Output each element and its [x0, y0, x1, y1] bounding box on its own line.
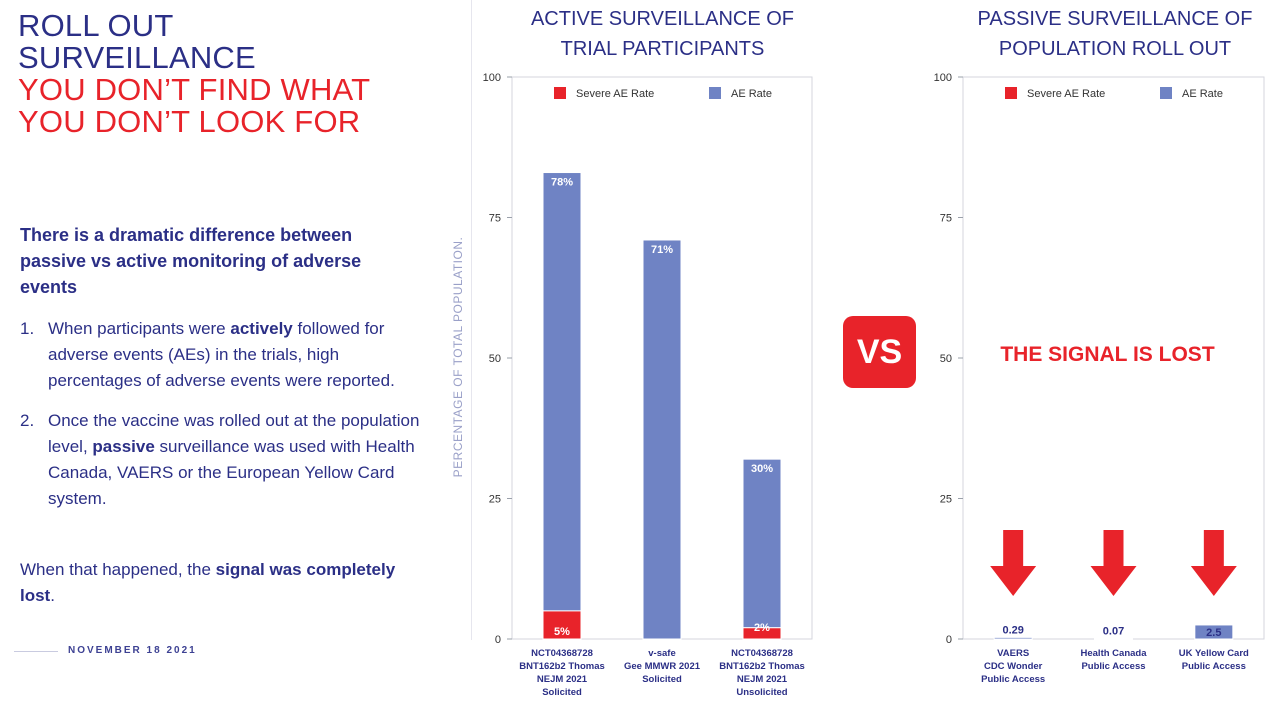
active-category-label: Solicited	[542, 687, 582, 698]
point-2: 2. Once the vaccine was rolled out at th…	[20, 408, 420, 512]
active-y-tick-label: 25	[489, 494, 501, 506]
active-bar-ae-rate	[742, 458, 782, 629]
passive-data-label-ae: 0.07	[1103, 626, 1124, 638]
passive-legend-swatch	[1005, 87, 1017, 99]
active-category-label: NCT04368728	[531, 648, 593, 659]
footer-date: NOVEMBER 18 2021	[68, 645, 197, 656]
active-category-label: BNT162b2 Thomas	[719, 661, 805, 672]
passive-y-tick-label: 25	[940, 494, 952, 506]
passive-legend-label: Severe AE Rate	[1027, 88, 1105, 100]
closing-text-b: .	[50, 586, 55, 605]
passive-bar-ae-rate	[993, 636, 1033, 640]
active-bar-severe-ae-rate	[542, 610, 582, 640]
passive-y-tick-label: 50	[940, 353, 952, 365]
slide-title: ROLL OUT SURVEILLANCE YOU DON’T FIND WHA…	[18, 10, 370, 138]
active-bar-ae-rate	[542, 172, 582, 612]
point-1-text-b: followed for adverse events (AEs) in the…	[48, 319, 395, 390]
passive-data-label-ae: 0.29	[1002, 624, 1023, 636]
active-bar-ae-rate	[642, 239, 682, 640]
point-2-text-b: surveillance was used with Health Canada…	[48, 437, 415, 508]
active-category-label: Gee MMWR 2021	[624, 661, 701, 672]
point-1: 1. When participants were actively follo…	[20, 316, 420, 394]
active-legend-label: AE Rate	[731, 88, 772, 100]
active-legend-swatch	[709, 87, 721, 99]
active-bar-severe-ae-rate	[742, 627, 782, 640]
passive-legend-label: AE Rate	[1182, 88, 1223, 100]
passive-data-label-ae: 2.5	[1206, 627, 1221, 639]
point-1-bold: actively	[230, 319, 293, 338]
closing-statement: When that happened, the signal was compl…	[20, 557, 420, 609]
active-y-tick-label: 100	[483, 72, 501, 84]
title-line-1: ROLL OUT	[18, 8, 174, 43]
point-2-number: 2.	[20, 411, 35, 430]
passive-y-tick-label: 75	[940, 213, 952, 225]
vs-badge: VS	[843, 316, 916, 388]
passive-category-label: Public Access	[981, 674, 1045, 685]
passive-category-label: CDC Wonder	[984, 661, 1043, 672]
active-category-label: NCT04368728	[731, 648, 793, 659]
passive-category-label: UK Yellow Card	[1179, 648, 1249, 659]
column-divider	[471, 0, 472, 640]
active-chart-title: ACTIVE SURVEILLANCE OF TRIAL PARTICIPANT…	[505, 4, 820, 64]
closing-text-a: When that happened, the	[20, 560, 216, 579]
passive-y-tick-label: 0	[946, 634, 952, 646]
active-category-label: NEJM 2021	[537, 674, 588, 685]
active-y-tick-label: 0	[495, 634, 501, 646]
active-data-label-severe: 2%	[754, 622, 770, 634]
active-legend-swatch	[554, 87, 566, 99]
active-category-label: v-safe	[648, 648, 675, 659]
active-y-tick-label: 50	[489, 353, 501, 365]
point-2-bold: passive	[92, 437, 155, 456]
point-1-text-a: When participants were	[48, 319, 231, 338]
passive-category-label: Public Access	[1081, 661, 1145, 672]
passive-chart-title: PASSIVE SURVEILLANCE OF POPULATION ROLL …	[955, 4, 1275, 64]
passive-category-label: VAERS	[997, 648, 1029, 659]
passive-y-tick-label: 100	[934, 72, 952, 84]
point-1-number: 1.	[20, 319, 35, 338]
title-line-4: YOU DON’T LOOK FOR	[18, 104, 361, 139]
closing-bold: signal was completely lost	[20, 560, 396, 605]
passive-category-label: Health Canada	[1081, 648, 1148, 659]
title-line-2: SURVEILLANCE	[18, 40, 256, 75]
active-legend-label: Severe AE Rate	[576, 88, 654, 100]
active-category-label: NEJM 2021	[737, 674, 788, 685]
points-list: 1. When participants were actively follo…	[20, 316, 420, 526]
passive-bar-ae-rate	[1194, 624, 1234, 640]
active-category-label: Solicited	[642, 674, 682, 685]
point-2-text-a: Once the vaccine was rolled out at the p…	[48, 411, 420, 456]
active-y-tick-label: 75	[489, 213, 501, 225]
active-data-label-severe: 5%	[554, 626, 570, 638]
lead-statement: There is a dramatic difference between p…	[20, 225, 362, 297]
passive-chart-title-line-1: PASSIVE SURVEILLANCE OF	[977, 8, 1253, 30]
signal-lost-text: THE SIGNAL IS LOST	[1000, 343, 1215, 366]
active-category-label: BNT162b2 Thomas	[519, 661, 605, 672]
passive-category-label: Public Access	[1182, 661, 1246, 672]
passive-legend-swatch	[1160, 87, 1172, 99]
active-data-label-ae: 78%	[551, 177, 573, 189]
down-arrow-icon	[1190, 530, 1237, 596]
date-rule	[14, 651, 58, 652]
down-arrow-icon	[1090, 530, 1137, 596]
active-chart-title-line-2: TRIAL PARTICIPANTS	[560, 38, 765, 60]
down-arrow-icon	[990, 530, 1037, 596]
active-data-label-ae: 30%	[751, 463, 773, 475]
active-data-label-ae: 71%	[651, 244, 673, 256]
active-category-label: Unsolicited	[736, 687, 787, 698]
title-line-3: YOU DON’T FIND WHAT	[18, 72, 371, 107]
active-chart-title-line-1: ACTIVE SURVEILLANCE OF	[530, 8, 795, 30]
passive-chart-title-line-2: POPULATION ROLL OUT	[998, 38, 1232, 60]
